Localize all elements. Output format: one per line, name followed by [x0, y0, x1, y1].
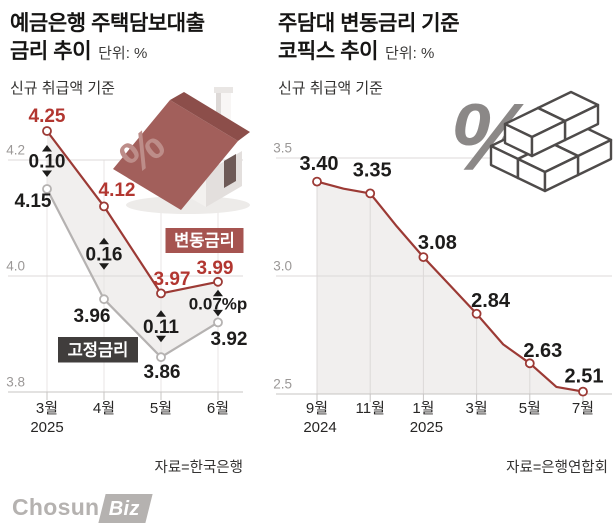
legend-fixed-rate-box [58, 337, 138, 363]
money-stack-percent-icon: % [450, 84, 613, 193]
gap-arrow-up [42, 145, 52, 152]
fixed-rate-line [46, 188, 219, 359]
y-tick-label: 3.0 [273, 259, 292, 274]
x-tick-year-label: 2024 [303, 419, 336, 436]
right-chart-source: 자료=은행연합회 [506, 460, 608, 476]
value-label: 3.92 [211, 329, 248, 350]
right-panel-header: 주담대 변동금리 기준 코픽스 추이 단위: % 신규 취급액 기준 [278, 10, 608, 98]
x-tick-label: 7월 [572, 400, 594, 417]
gap-arrow-down [42, 170, 52, 177]
left-chart-title: 예금은행 주택담보대출 금리 추이 단위: % [10, 10, 265, 68]
gap-value-label: 0.10 [29, 152, 66, 173]
x-tick-year-label: 2025 [410, 419, 443, 436]
cofix-chart: 3.40 3.35 3.08 2.84 2.632.51 3.5 3.0 2.5 9월 11월 1월… [273, 141, 612, 436]
data-marker [213, 276, 223, 287]
variable-rate-line [46, 130, 219, 295]
logo-biz-text: Biz [109, 498, 141, 520]
data-marker [365, 188, 376, 199]
gap-value-label: 0.16 [86, 244, 123, 265]
x-tick-label: 11월 [356, 400, 385, 417]
house-shadow [126, 196, 250, 214]
x-tick-label: 4월 [93, 400, 115, 417]
value-label: 3.40 [300, 153, 339, 175]
right-title-line-2: 코픽스 추이 단위: % [278, 40, 435, 63]
y-tick-label: 3.8 [6, 375, 25, 390]
data-marker [578, 386, 588, 397]
money-bundle-face [530, 119, 567, 158]
house-chimney-shade [216, 90, 221, 123]
money-bundles [489, 90, 613, 193]
y-tick-label: 4.2 [6, 143, 25, 158]
gap-arrow-up [99, 237, 109, 245]
gap-arrow-up [156, 310, 166, 317]
money-bundle-face [543, 154, 580, 193]
left-panel-header: 예금은행 주택담보대출 금리 추이 단위: % 신규 취급액 기준 [10, 10, 265, 98]
value-label: 2.63 [523, 340, 562, 362]
left-unit-label: 단위: % [98, 45, 148, 62]
value-label: 3.86 [144, 362, 181, 383]
chosunbiz-logo: Chosun Biz [12, 494, 153, 523]
data-marker [524, 358, 535, 369]
y-tick-label: 3.5 [273, 141, 292, 156]
gap-arrow-down [99, 263, 109, 270]
x-tick-label: 9월 [306, 400, 328, 417]
right-title-line-1: 주담대 변동금리 기준 [278, 12, 460, 35]
gap-arrow-down [213, 309, 223, 317]
y-tick-label: 4.0 [6, 259, 25, 274]
legend-variable-rate-label: 변동금리 [174, 231, 235, 250]
gap-arrow-down [156, 335, 166, 343]
data-marker [42, 184, 52, 194]
house-roof-ridge [170, 92, 250, 141]
legend-variable-rate-box [165, 228, 244, 253]
right-unit-label: 단위: % [385, 45, 435, 62]
data-marker [156, 352, 166, 363]
y-tick-label: 2.5 [273, 377, 292, 392]
value-label: 2.51 [565, 366, 604, 388]
left-title-line-2: 금리 추이 단위: % [10, 40, 148, 63]
data-marker [418, 252, 429, 263]
x-tick-label: 3월 [466, 400, 488, 417]
value-label: 4.12 [99, 180, 136, 201]
data-marker [312, 176, 322, 187]
value-label: 3.35 [353, 159, 392, 181]
value-label: 3.99 [197, 258, 234, 279]
right-chart-subtitle: 신규 취급액 기준 [278, 80, 383, 97]
data-marker [471, 308, 482, 319]
x-tick-year-label: 2025 [30, 419, 63, 436]
value-label: 4.25 [29, 106, 66, 127]
value-label: 4.15 [15, 191, 52, 212]
data-marker [99, 201, 109, 212]
left-title-line-1: 예금은행 주택담보대출 [10, 12, 205, 35]
value-label: 2.84 [471, 290, 511, 312]
data-marker [213, 317, 223, 328]
logo-chosun-text: Chosun [12, 494, 100, 520]
data-marker [156, 288, 166, 299]
gap-arrow-up [213, 289, 223, 297]
right-chart-title: 주담대 변동금리 기준 코픽스 추이 단위: % [278, 10, 608, 68]
gap-value-label: 0.11 [143, 317, 179, 338]
left-chart-subtitle: 신규 취급액 기준 [10, 80, 115, 97]
value-label: 3.96 [74, 306, 111, 327]
house-door [224, 154, 236, 188]
x-tick-label: 6월 [207, 400, 229, 417]
house-chimney-top [214, 87, 233, 93]
x-tick-label: 5월 [519, 400, 541, 417]
mortgage-rate-chart: 0.10 0.16 0.11 0.07%p 4.25 4.12 3.97 3.99 4.15 3.… [6, 106, 247, 436]
legend-fixed-rate-label: 고정금리 [68, 341, 129, 360]
data-marker [42, 126, 52, 136]
cofix-line [316, 180, 584, 393]
x-tick-label: 5월 [150, 400, 172, 417]
left-chart-source: 자료=한국은행 [154, 460, 243, 476]
data-marker [99, 294, 109, 305]
house-roof-front [113, 100, 238, 210]
logo-biz-badge: Biz [98, 494, 153, 523]
gap-value-label: 0.07%p [189, 295, 248, 314]
x-tick-label: 1월 [412, 400, 434, 417]
x-tick-label: 3월 [36, 400, 58, 417]
value-label: 3.08 [418, 232, 457, 254]
area-fill [317, 181, 583, 394]
value-label: 3.97 [154, 269, 191, 290]
